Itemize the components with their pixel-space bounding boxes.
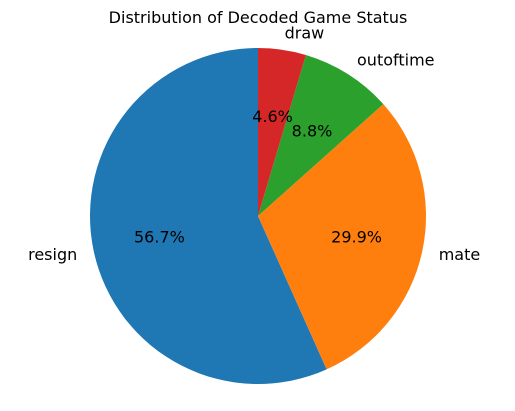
slice-label-draw: draw [285, 24, 325, 43]
slice-label-resign: resign [28, 245, 77, 264]
chart-title: Distribution of Decoded Game Status [109, 8, 408, 27]
slice-percent-draw: 4.6% [252, 107, 293, 126]
slice-label-outoftime: outoftime [357, 50, 435, 69]
pie-slice-draw [258, 48, 306, 216]
slice-percent-resign: 56.7% [134, 228, 185, 247]
pie-slice-resign [90, 48, 327, 384]
pie-slice-mate [258, 104, 427, 370]
slice-percent-outoftime: 8.8% [292, 121, 333, 140]
pie-slices [90, 48, 427, 384]
slice-percent-mate: 29.9% [331, 228, 382, 247]
pie-slice-outoftime [258, 54, 384, 216]
slice-label-mate: mate [439, 245, 481, 264]
pie-labels: resign 56.7% mate 29.9% outoftime 8.8% draw 4.6… [28, 24, 480, 264]
